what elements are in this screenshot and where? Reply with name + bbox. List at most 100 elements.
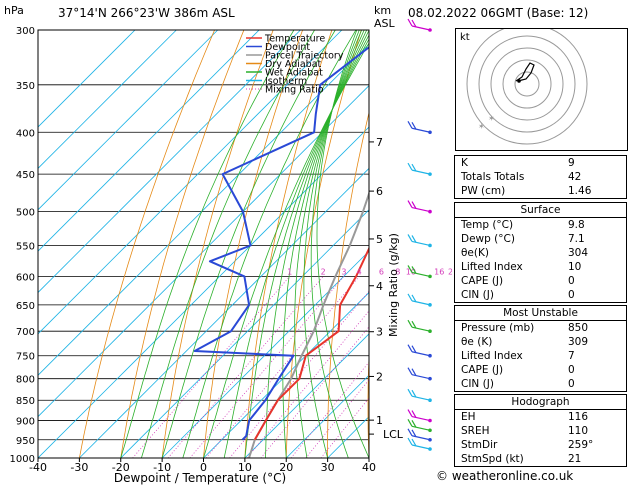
pressure-tick-label: 750 — [16, 352, 35, 363]
mixing-ratio-label: 3 — [341, 267, 346, 276]
hodograph-panel: kt ✶ ✶ — [455, 23, 628, 151]
wind-barb-flag — [411, 163, 417, 172]
wind-barb-flag — [407, 18, 413, 27]
wind-barb-flag — [407, 428, 413, 437]
x-tick-label: 0 — [200, 461, 207, 474]
totals-label: Totals Totals — [461, 171, 525, 183]
wet-adiabat-line — [161, 30, 336, 458]
height-units-label-2: ASL — [374, 17, 396, 30]
x-tick-label: -10 — [153, 461, 171, 474]
hodograph-mark: ✶ — [488, 114, 495, 123]
isotherm-line — [161, 250, 369, 458]
x-tick-label: -30 — [70, 461, 88, 474]
pressure-tick-label: 300 — [16, 26, 35, 37]
x-tick-label: 40 — [362, 461, 376, 474]
copyright-footer[interactable]: © weatheronline.co.uk — [436, 469, 574, 483]
unstable-li-label: Lifted Index — [461, 350, 523, 362]
surface-temp-label: Temp (°C) — [461, 219, 514, 231]
km-tick-label: 5 — [376, 233, 383, 246]
hodograph-mark: ✶ — [478, 122, 485, 131]
isotherm-line — [38, 30, 219, 211]
wind-barb-flag — [411, 266, 417, 274]
dry-adiabat-line — [79, 30, 215, 458]
hodograph-ring — [490, 47, 564, 121]
isotherm-line — [285, 374, 369, 458]
wind-barb-flag — [411, 345, 417, 354]
mixing-ratio-label: 1 — [287, 267, 292, 276]
hodograph-ring — [514, 71, 540, 97]
wind-barb-flag — [411, 389, 417, 398]
wind-barb-flag — [411, 429, 417, 438]
unstable-p-value: 850 — [568, 322, 589, 334]
wind-barb-shaft — [411, 395, 431, 401]
pressure-tick-label: 900 — [16, 417, 35, 428]
wet-adiabat-line — [223, 38, 369, 458]
wet-adiabat-line — [120, 30, 295, 458]
wind-barb-shaft — [411, 326, 431, 332]
pressure-tick-label: 450 — [16, 170, 35, 181]
km-tick-label: 2 — [376, 370, 383, 383]
wind-barb-flag — [407, 234, 413, 242]
wind-barb-flag — [407, 418, 413, 427]
isotherm-line — [79, 167, 369, 458]
wet-adiabat-line — [316, 30, 369, 458]
mixing-ratio-label: 8 — [395, 267, 400, 276]
pressure-tick-label: 600 — [16, 272, 35, 283]
wind-barb-shaft — [411, 300, 431, 306]
mixing-ratio-line — [260, 326, 369, 458]
wet-adiabat-line — [310, 30, 360, 458]
dry-adiabat-line — [445, 30, 452, 458]
wind-barb-flag — [411, 438, 417, 447]
sreh-label: SREH — [461, 425, 490, 437]
pressure-tick-label: 400 — [16, 128, 35, 139]
pressure-tick-label: 500 — [16, 208, 35, 219]
wind-barb-flag — [407, 409, 413, 417]
pressure-tick-label: 650 — [16, 301, 35, 312]
unstable-table: Most Unstable Pressure (mb) 850 θe (K) 309… — [454, 305, 627, 392]
surface-cape-label: CAPE (J) — [461, 275, 504, 287]
legend-label: Dry Adiabat — [265, 59, 322, 70]
surface-theta-value: 304 — [568, 247, 589, 259]
km-tick-label: 3 — [376, 326, 383, 339]
wet-adiabat-line — [303, 30, 363, 458]
km-tick-label: 7 — [376, 136, 383, 149]
isotherm-line — [244, 333, 369, 458]
pressure-tick-label: 700 — [16, 327, 35, 338]
wind-barb-flag — [411, 320, 417, 329]
stmdir-value: 259° — [568, 439, 594, 451]
legend-label: Wet Adiabat — [265, 68, 323, 79]
dewpoint-line — [193, 46, 369, 441]
unstable-cape-label: CAPE (J) — [461, 364, 504, 376]
unstable-theta-label: θe (K) — [461, 336, 493, 348]
isotherm-line — [38, 30, 177, 169]
dry-adiabat-line — [327, 110, 369, 458]
hodograph-plot: kt ✶ ✶ — [460, 23, 588, 145]
stmspd-value: 21 — [568, 453, 582, 465]
unstable-cin-value: 0 — [568, 378, 575, 390]
legend-label: Parcel Trajectory — [265, 51, 344, 62]
legend-label: Mixing Ratio — [265, 85, 324, 96]
surface-table: Surface Temp (°C) 9.8 Dewp (°C) 7.1 θe(K) 3… — [454, 202, 627, 303]
mixing-ratio-label: 16 — [434, 267, 444, 276]
mixing-ratio-label: 20 — [448, 267, 452, 276]
isotherm-line — [38, 126, 369, 458]
surface-dewp-value: 7.1 — [568, 233, 585, 245]
pressure-tick-label: 800 — [16, 375, 35, 386]
wind-barb-shaft — [411, 25, 431, 31]
unstable-cin-label: CIN (J) — [461, 378, 494, 390]
pressure-tick-label: 550 — [16, 241, 35, 252]
dry-adiabat-line — [244, 30, 333, 458]
surface-temp-value: 9.8 — [568, 219, 585, 231]
wind-barb-dot — [428, 447, 432, 451]
wind-barb-flag — [411, 419, 417, 428]
height-units-label: km — [374, 4, 391, 17]
wind-barb-shaft — [411, 271, 431, 277]
surface-li-value: 10 — [568, 261, 582, 273]
pw-value: 1.46 — [568, 185, 592, 197]
wet-adiabat-line — [182, 30, 357, 458]
surface-cin-value: 0 — [568, 289, 575, 301]
wind-barb-shaft — [411, 351, 431, 357]
unstable-cape-value: 0 — [568, 364, 575, 376]
isotherm-line — [38, 43, 369, 376]
